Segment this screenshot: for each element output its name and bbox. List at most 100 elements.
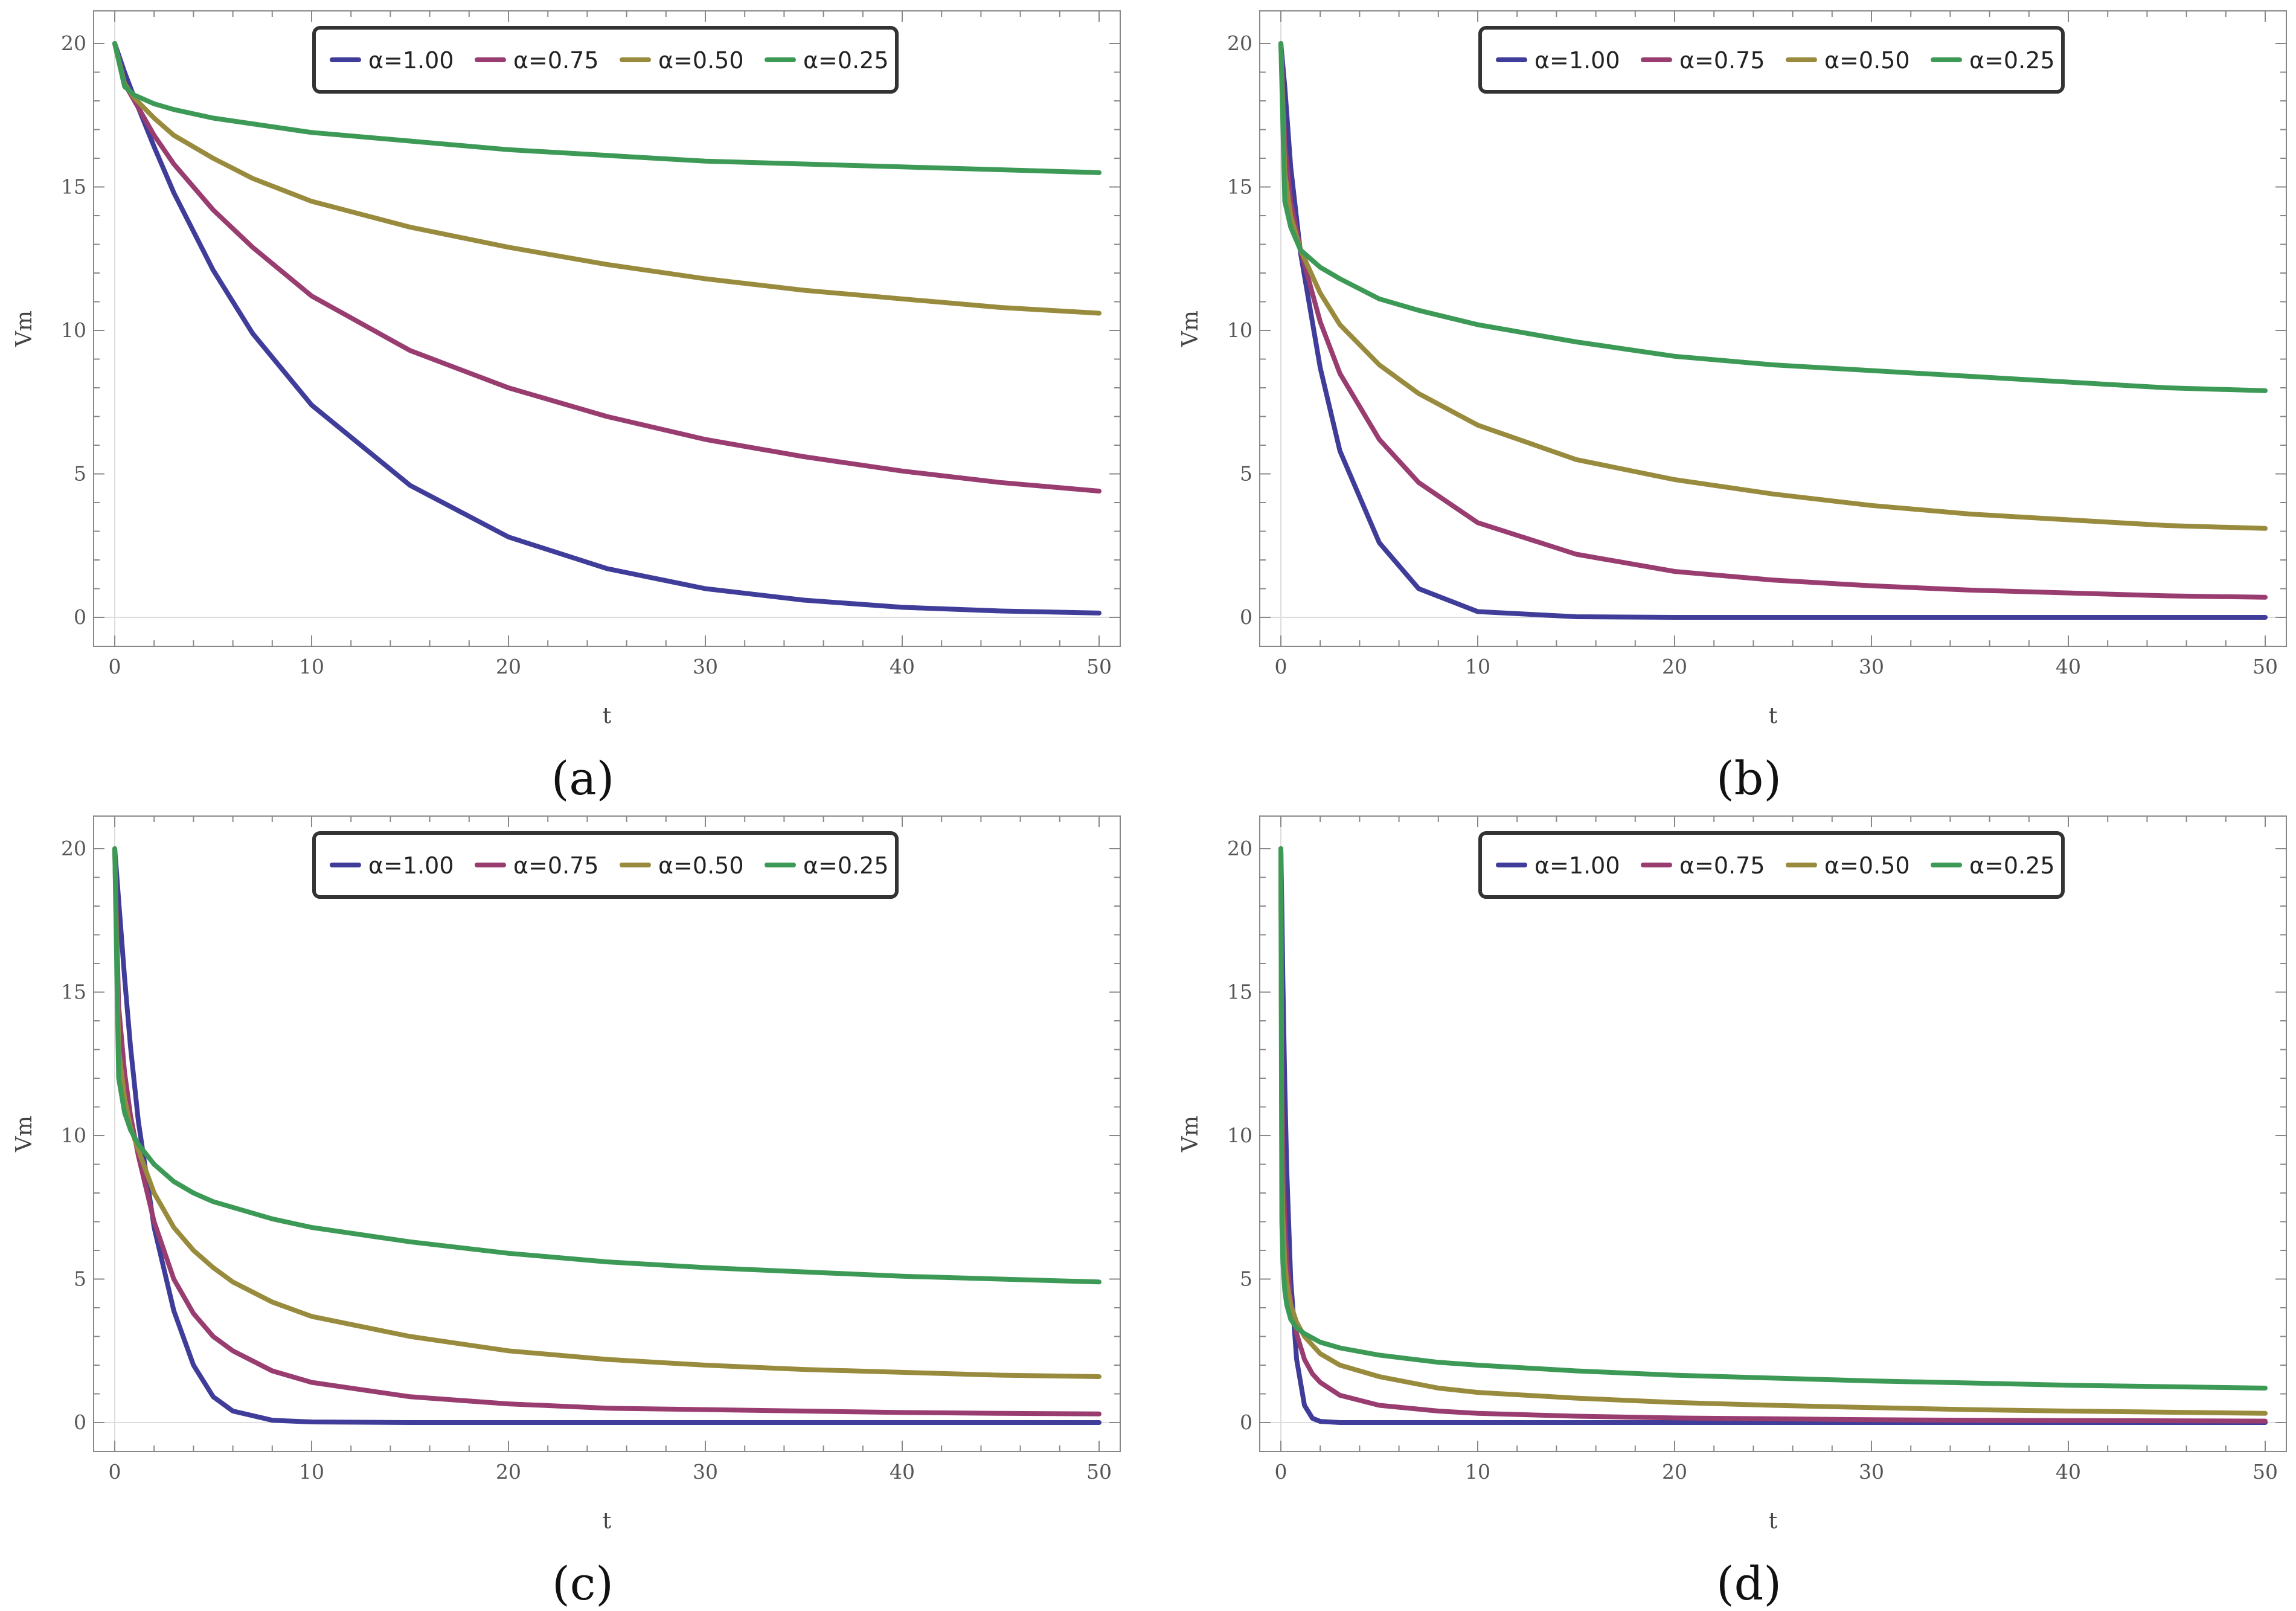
x-tick-label: 30 [693, 655, 718, 678]
legend: α=1.00 α=0.75 α=0.50 α=0.25 [1478, 26, 2065, 94]
panel-label: (c) [552, 1557, 614, 1610]
legend-box [1478, 26, 2065, 94]
x-tick-label: 50 [2253, 655, 2278, 678]
series-line-alpha_1_00 [112, 41, 1102, 616]
y-tick-label: 20 [61, 31, 86, 55]
legend-entry: α=1.00 [1534, 852, 1620, 879]
legend-entry: α=0.75 [513, 47, 599, 74]
series-line-alpha_0_50 [1278, 846, 2268, 1416]
y-tick-label: 20 [1227, 31, 1252, 55]
legend-box [312, 831, 899, 899]
panel-label: (a) [551, 751, 615, 805]
x-axis-label: t [603, 1509, 612, 1534]
x-tick-label: 10 [1465, 655, 1490, 678]
legend-entry: α=0.75 [513, 852, 599, 879]
x-tick-label: 20 [1662, 1460, 1687, 1484]
x-tick-label: 40 [890, 1460, 915, 1484]
legend-entry: α=1.00 [368, 47, 454, 74]
x-tick-label: 40 [2056, 655, 2081, 678]
x-tick-label: 0 [1275, 1460, 1287, 1484]
legend: α=1.00 α=0.75 α=0.50 α=0.25 [312, 26, 899, 94]
x-tick-label: 0 [109, 655, 121, 678]
x-tick-label: 30 [1859, 655, 1884, 678]
series-line-alpha_0_75 [1278, 41, 2268, 600]
legend-entry: α=0.25 [803, 47, 889, 74]
x-axis-label: t [1769, 704, 1778, 728]
x-tick-label: 50 [1086, 1460, 1112, 1484]
x-tick-label: 20 [496, 1460, 521, 1484]
x-tick-label: 40 [890, 655, 915, 678]
legend-entry: α=0.25 [1969, 852, 2055, 879]
series-line-alpha_0_25 [1278, 41, 2268, 393]
chart-panel-3: 0 10 20 30 40 50 0 5 10 15 20 t Vm α=1.00 α=0.75 α=0.50… [1178, 815, 2287, 1610]
plot-frame [1259, 10, 2287, 647]
series-line-alpha_0_25 [112, 846, 1102, 1285]
y-tick-label: 10 [1227, 318, 1252, 342]
x-tick-label: 20 [496, 655, 521, 678]
legend: α=1.00 α=0.75 α=0.50 α=0.25 [312, 831, 899, 899]
legend-box [1478, 831, 2065, 899]
x-tick-label: 10 [299, 1460, 324, 1484]
y-tick-label: 5 [1240, 1267, 1252, 1291]
plot-frame [93, 815, 1121, 1452]
series-line-alpha_0_50 [112, 41, 1102, 316]
y-tick-label: 5 [74, 1267, 86, 1291]
legend-entry: α=0.75 [1679, 852, 1765, 879]
y-tick-label: 15 [61, 980, 86, 1004]
y-tick-label: 0 [1240, 605, 1252, 629]
y-tick-label: 20 [1227, 837, 1252, 860]
x-tick-label: 50 [2253, 1460, 2278, 1484]
series-line-alpha_0_50 [112, 846, 1102, 1379]
series-line-alpha_0_75 [112, 41, 1102, 494]
x-tick-label: 30 [693, 1460, 718, 1484]
legend-entry: α=0.50 [658, 47, 744, 74]
legend-entry: α=0.50 [658, 852, 744, 879]
legend-entry: α=0.25 [803, 852, 889, 879]
x-axis-label: t [1769, 1509, 1778, 1534]
y-tick-label: 0 [1240, 1410, 1252, 1434]
y-tick-label: 10 [61, 1124, 86, 1147]
panel-label: (b) [1716, 751, 1781, 805]
series-line-alpha_0_25 [1278, 846, 2268, 1391]
legend-box [312, 26, 899, 94]
legend: α=1.00 α=0.75 α=0.50 α=0.25 [1478, 831, 2065, 899]
legend-entry: α=0.25 [1969, 47, 2055, 74]
series-line-alpha_1_00 [1278, 846, 2268, 1425]
series-line-alpha_0_75 [1278, 846, 2268, 1424]
legend-entry: α=1.00 [368, 852, 454, 879]
series-line-alpha_1_00 [1278, 41, 2268, 620]
legend-entry: α=1.00 [1534, 47, 1620, 74]
x-axis-label: t [603, 704, 612, 728]
chart-panel-0: 0 10 20 30 40 50 0 5 10 15 20 t Vm α=1.00 α=0.75 α=0.50… [12, 10, 1121, 805]
x-tick-label: 0 [1275, 655, 1287, 678]
x-tick-label: 0 [109, 1460, 121, 1484]
legend-entry: α=0.75 [1679, 47, 1765, 74]
legend-entry: α=0.50 [1824, 852, 1910, 879]
y-axis-label: Vm [1178, 1116, 1203, 1153]
plot-frame [1259, 815, 2287, 1452]
x-tick-label: 10 [299, 655, 324, 678]
y-tick-label: 0 [74, 1410, 86, 1434]
series-line-alpha_0_75 [112, 846, 1102, 1416]
y-tick-label: 5 [1240, 462, 1252, 486]
chart-panel-2: 0 10 20 30 40 50 0 5 10 15 20 t Vm α=1.00 α=0.75 α=0.50… [12, 815, 1121, 1610]
y-tick-label: 10 [61, 318, 86, 342]
x-tick-label: 10 [1465, 1460, 1490, 1484]
panel-label: (d) [1716, 1557, 1781, 1610]
x-tick-label: 20 [1662, 655, 1687, 678]
x-tick-label: 50 [1086, 655, 1112, 678]
y-tick-label: 15 [1227, 175, 1252, 199]
y-tick-label: 15 [61, 175, 86, 199]
series-line-alpha_0_25 [112, 41, 1102, 175]
y-axis-label: Vm [12, 310, 37, 347]
chart-panel-1: 0 10 20 30 40 50 0 5 10 15 20 t Vm α=1.00 α=0.75 α=0.50… [1178, 10, 2287, 805]
y-tick-label: 20 [61, 837, 86, 860]
x-tick-label: 40 [2056, 1460, 2081, 1484]
y-axis-label: Vm [12, 1116, 37, 1153]
y-tick-label: 0 [74, 605, 86, 629]
legend-entry: α=0.50 [1824, 47, 1910, 74]
x-tick-label: 30 [1859, 1460, 1884, 1484]
y-tick-label: 10 [1227, 1124, 1252, 1147]
plot-frame [93, 10, 1121, 647]
